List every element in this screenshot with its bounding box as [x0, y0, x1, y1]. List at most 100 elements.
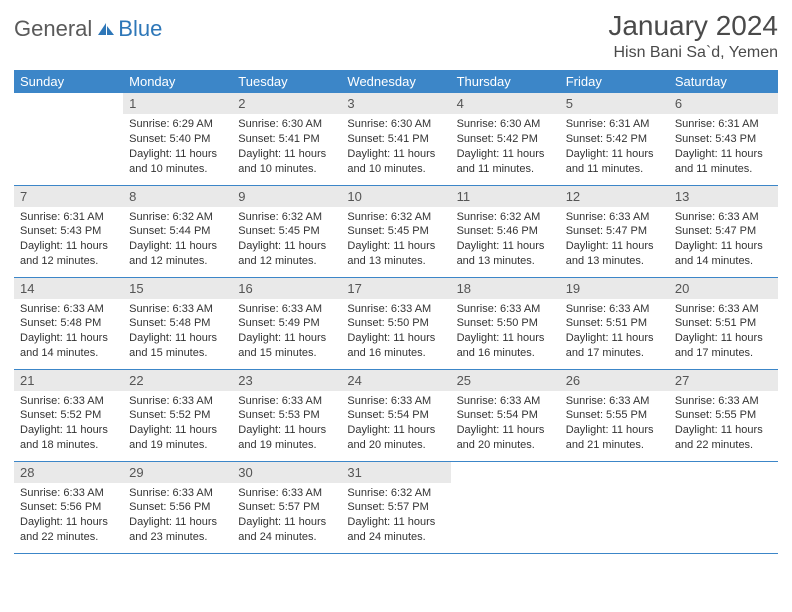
day-number: 7	[14, 186, 123, 207]
day-number: 22	[123, 370, 232, 391]
logo-text-blue: Blue	[118, 16, 162, 42]
weekday-header: Wednesday	[341, 70, 450, 93]
calendar-cell: 3Sunrise: 6:30 AMSunset: 5:41 PMDaylight…	[341, 93, 450, 185]
month-title: January 2024	[608, 10, 778, 42]
calendar-week-row: 28Sunrise: 6:33 AMSunset: 5:56 PMDayligh…	[14, 461, 778, 553]
sunrise-line: Sunrise: 6:33 AM	[675, 302, 772, 317]
daylight-line: Daylight: 11 hours and 11 minutes.	[675, 147, 772, 177]
sunrise-line: Sunrise: 6:33 AM	[20, 486, 117, 501]
daylight-line: Daylight: 11 hours and 24 minutes.	[347, 515, 444, 545]
sunset-line: Sunset: 5:47 PM	[675, 224, 772, 239]
day-number: 11	[451, 186, 560, 207]
daylight-line: Daylight: 11 hours and 10 minutes.	[129, 147, 226, 177]
calendar-cell: 31Sunrise: 6:32 AMSunset: 5:57 PMDayligh…	[341, 461, 450, 553]
sunrise-line: Sunrise: 6:33 AM	[238, 302, 335, 317]
sunset-line: Sunset: 5:54 PM	[347, 408, 444, 423]
day-details: Sunrise: 6:32 AMSunset: 5:45 PMDaylight:…	[341, 207, 450, 275]
calendar-cell: 25Sunrise: 6:33 AMSunset: 5:54 PMDayligh…	[451, 369, 560, 461]
day-details: Sunrise: 6:33 AMSunset: 5:51 PMDaylight:…	[669, 299, 778, 367]
calendar-cell: 27Sunrise: 6:33 AMSunset: 5:55 PMDayligh…	[669, 369, 778, 461]
sunset-line: Sunset: 5:48 PM	[20, 316, 117, 331]
weekday-header: Monday	[123, 70, 232, 93]
day-details: Sunrise: 6:33 AMSunset: 5:55 PMDaylight:…	[560, 391, 669, 459]
sunset-line: Sunset: 5:56 PM	[129, 500, 226, 515]
calendar-cell	[560, 461, 669, 553]
sunrise-line: Sunrise: 6:33 AM	[347, 302, 444, 317]
daylight-line: Daylight: 11 hours and 17 minutes.	[675, 331, 772, 361]
sunset-line: Sunset: 5:52 PM	[129, 408, 226, 423]
calendar-cell: 8Sunrise: 6:32 AMSunset: 5:44 PMDaylight…	[123, 185, 232, 277]
day-number: 28	[14, 462, 123, 483]
calendar-cell: 10Sunrise: 6:32 AMSunset: 5:45 PMDayligh…	[341, 185, 450, 277]
calendar-body: 1Sunrise: 6:29 AMSunset: 5:40 PMDaylight…	[14, 93, 778, 553]
sunset-line: Sunset: 5:53 PM	[238, 408, 335, 423]
day-number: 21	[14, 370, 123, 391]
sunrise-line: Sunrise: 6:31 AM	[566, 117, 663, 132]
day-details: Sunrise: 6:33 AMSunset: 5:56 PMDaylight:…	[14, 483, 123, 551]
daylight-line: Daylight: 11 hours and 20 minutes.	[347, 423, 444, 453]
day-details: Sunrise: 6:33 AMSunset: 5:56 PMDaylight:…	[123, 483, 232, 551]
calendar-cell: 2Sunrise: 6:30 AMSunset: 5:41 PMDaylight…	[232, 93, 341, 185]
sunset-line: Sunset: 5:41 PM	[238, 132, 335, 147]
sunset-line: Sunset: 5:49 PM	[238, 316, 335, 331]
sunrise-line: Sunrise: 6:31 AM	[675, 117, 772, 132]
day-number: 3	[341, 93, 450, 114]
sunrise-line: Sunrise: 6:31 AM	[20, 210, 117, 225]
day-number: 18	[451, 278, 560, 299]
sunset-line: Sunset: 5:54 PM	[457, 408, 554, 423]
day-details: Sunrise: 6:31 AMSunset: 5:42 PMDaylight:…	[560, 114, 669, 182]
sunrise-line: Sunrise: 6:30 AM	[347, 117, 444, 132]
day-number: 19	[560, 278, 669, 299]
calendar-week-row: 1Sunrise: 6:29 AMSunset: 5:40 PMDaylight…	[14, 93, 778, 185]
day-number: 26	[560, 370, 669, 391]
calendar-cell	[14, 93, 123, 185]
weekday-header: Friday	[560, 70, 669, 93]
day-number: 9	[232, 186, 341, 207]
header: General Blue January 2024 Hisn Bani Sa`d…	[14, 10, 778, 62]
calendar-cell: 29Sunrise: 6:33 AMSunset: 5:56 PMDayligh…	[123, 461, 232, 553]
calendar-cell: 11Sunrise: 6:32 AMSunset: 5:46 PMDayligh…	[451, 185, 560, 277]
calendar-cell: 21Sunrise: 6:33 AMSunset: 5:52 PMDayligh…	[14, 369, 123, 461]
day-number: 29	[123, 462, 232, 483]
sunset-line: Sunset: 5:52 PM	[20, 408, 117, 423]
sunset-line: Sunset: 5:48 PM	[129, 316, 226, 331]
daylight-line: Daylight: 11 hours and 15 minutes.	[129, 331, 226, 361]
daylight-line: Daylight: 11 hours and 11 minutes.	[457, 147, 554, 177]
day-details: Sunrise: 6:33 AMSunset: 5:57 PMDaylight:…	[232, 483, 341, 551]
day-number: 23	[232, 370, 341, 391]
daylight-line: Daylight: 11 hours and 22 minutes.	[675, 423, 772, 453]
sunrise-line: Sunrise: 6:33 AM	[129, 302, 226, 317]
sunset-line: Sunset: 5:46 PM	[457, 224, 554, 239]
daylight-line: Daylight: 11 hours and 10 minutes.	[347, 147, 444, 177]
day-details: Sunrise: 6:33 AMSunset: 5:50 PMDaylight:…	[451, 299, 560, 367]
calendar-cell: 23Sunrise: 6:33 AMSunset: 5:53 PMDayligh…	[232, 369, 341, 461]
daylight-line: Daylight: 11 hours and 24 minutes.	[238, 515, 335, 545]
sunrise-line: Sunrise: 6:33 AM	[566, 394, 663, 409]
daylight-line: Daylight: 11 hours and 11 minutes.	[566, 147, 663, 177]
day-number: 16	[232, 278, 341, 299]
daylight-line: Daylight: 11 hours and 21 minutes.	[566, 423, 663, 453]
calendar-cell: 14Sunrise: 6:33 AMSunset: 5:48 PMDayligh…	[14, 277, 123, 369]
day-details: Sunrise: 6:31 AMSunset: 5:43 PMDaylight:…	[669, 114, 778, 182]
sunrise-line: Sunrise: 6:33 AM	[566, 210, 663, 225]
calendar-cell: 30Sunrise: 6:33 AMSunset: 5:57 PMDayligh…	[232, 461, 341, 553]
day-details: Sunrise: 6:30 AMSunset: 5:41 PMDaylight:…	[232, 114, 341, 182]
sunrise-line: Sunrise: 6:33 AM	[238, 394, 335, 409]
calendar-cell: 28Sunrise: 6:33 AMSunset: 5:56 PMDayligh…	[14, 461, 123, 553]
location: Hisn Bani Sa`d, Yemen	[608, 44, 778, 62]
calendar-cell: 26Sunrise: 6:33 AMSunset: 5:55 PMDayligh…	[560, 369, 669, 461]
day-details: Sunrise: 6:29 AMSunset: 5:40 PMDaylight:…	[123, 114, 232, 182]
calendar-cell: 22Sunrise: 6:33 AMSunset: 5:52 PMDayligh…	[123, 369, 232, 461]
day-details: Sunrise: 6:33 AMSunset: 5:54 PMDaylight:…	[341, 391, 450, 459]
sunrise-line: Sunrise: 6:33 AM	[675, 210, 772, 225]
sunrise-line: Sunrise: 6:33 AM	[675, 394, 772, 409]
weekday-header: Tuesday	[232, 70, 341, 93]
title-block: January 2024 Hisn Bani Sa`d, Yemen	[608, 10, 778, 62]
sunrise-line: Sunrise: 6:33 AM	[20, 394, 117, 409]
sunset-line: Sunset: 5:45 PM	[347, 224, 444, 239]
daylight-line: Daylight: 11 hours and 17 minutes.	[566, 331, 663, 361]
sunset-line: Sunset: 5:57 PM	[238, 500, 335, 515]
daylight-line: Daylight: 11 hours and 14 minutes.	[20, 331, 117, 361]
sunset-line: Sunset: 5:51 PM	[566, 316, 663, 331]
daylight-line: Daylight: 11 hours and 13 minutes.	[566, 239, 663, 269]
